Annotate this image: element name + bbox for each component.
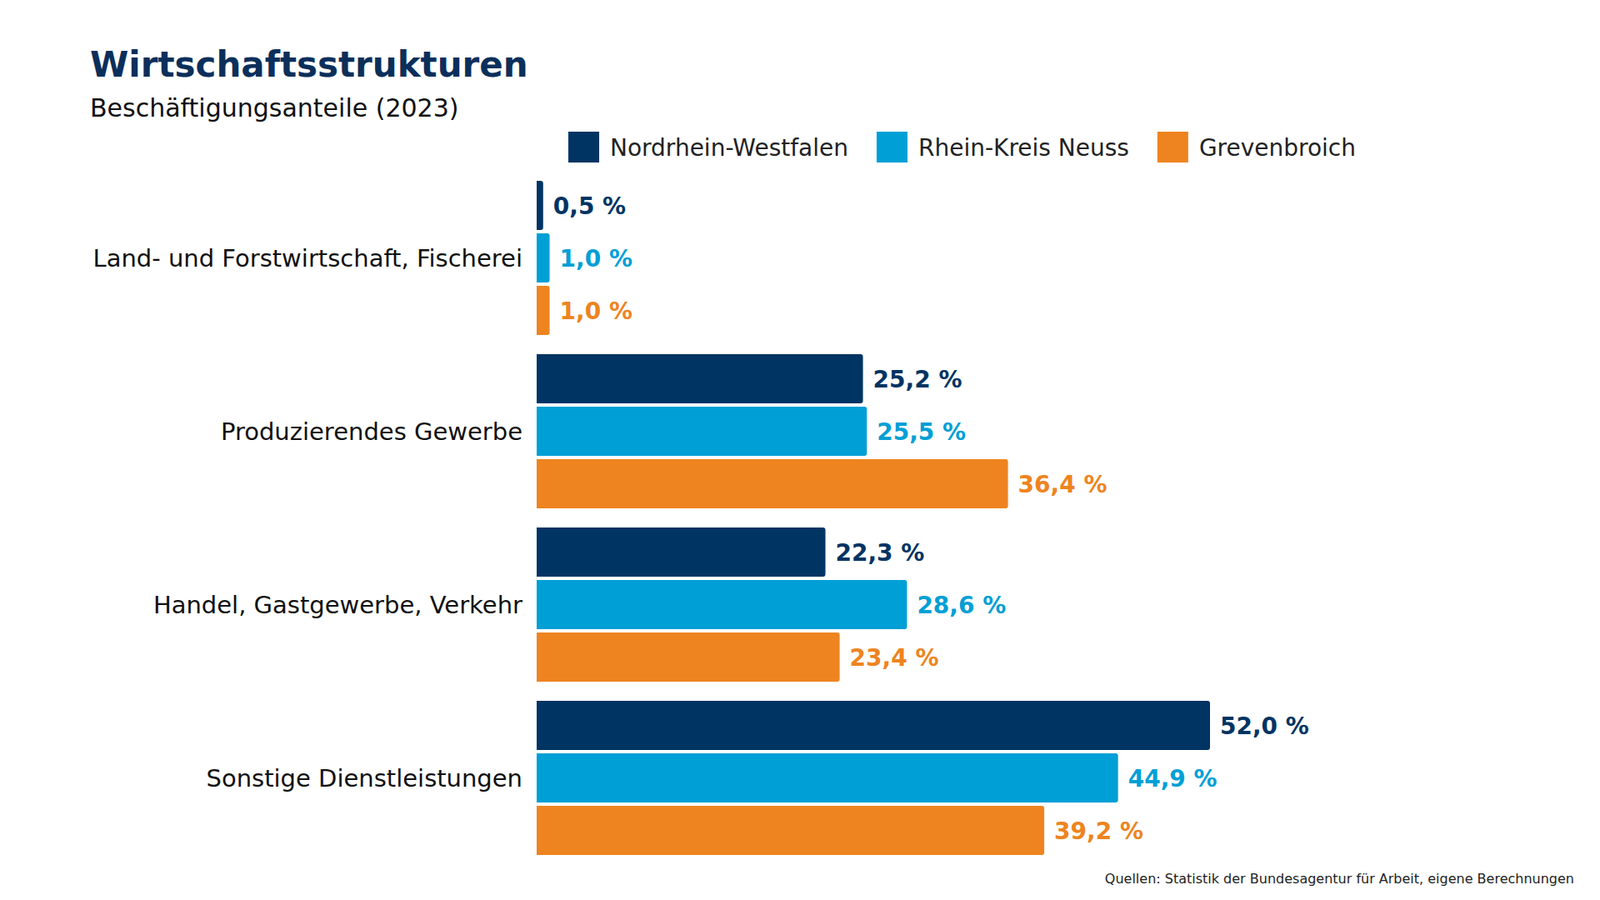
bar <box>536 180 544 230</box>
legend-swatch <box>568 131 600 163</box>
bar <box>536 527 826 577</box>
legend-swatch <box>1157 131 1189 163</box>
data-label: 39,2 % <box>1054 817 1144 845</box>
bar <box>536 233 550 283</box>
data-label: 23,4 % <box>850 644 940 672</box>
bar <box>536 632 840 682</box>
data-labels: 0,5 % 1,0 % 1,0 % 25,2 % 25,5 % 36,4 % 22,3 % 2… <box>553 192 1310 845</box>
legend-swatch <box>876 131 908 163</box>
bar <box>536 459 1009 509</box>
category-label: Produzierendes Gewerbe <box>220 417 523 446</box>
bar <box>536 580 907 630</box>
bar <box>536 700 1210 750</box>
bar <box>536 285 550 335</box>
data-label: 36,4 % <box>1018 470 1108 499</box>
bars <box>536 180 1210 855</box>
bar <box>536 406 867 456</box>
data-label: 25,5 % <box>876 418 966 446</box>
data-label: 52,0 % <box>1220 712 1310 740</box>
category-label: Handel, Gastgewerbe, Verkehr <box>153 590 523 620</box>
bar <box>536 805 1045 855</box>
legend-label: Grevenbroich <box>1199 134 1356 162</box>
title: Wirtschaftsstrukturen <box>90 44 529 85</box>
legend-label: Nordrhein-Westfalen <box>610 134 849 162</box>
data-label: 44,9 % <box>1128 765 1218 793</box>
data-label: 25,2 % <box>873 365 963 394</box>
bar <box>536 753 1119 803</box>
category-labels: Land- und Forstwirtschaft, Fischerei Prod… <box>93 244 524 793</box>
source: Quellen: Statistik der Bundesagentur für… <box>1105 870 1575 887</box>
data-label: 1,0 % <box>560 245 633 273</box>
legend-label: Rhein-Kreis Neuss <box>918 134 1130 162</box>
bar <box>536 354 864 404</box>
data-label: 0,5 % <box>553 192 626 220</box>
category-label: Sonstige Dienstleistungen <box>206 764 523 793</box>
chart: Wirtschaftsstrukturen Beschäftigungsantei… <box>0 0 1600 900</box>
subtitle: Beschäftigungsanteile (2023) <box>90 93 459 123</box>
legend: Nordrhein-Westfalen Rhein-Kreis Neuss Grev… <box>568 131 1356 163</box>
data-label: 28,6 % <box>916 591 1006 620</box>
data-label: 22,3 % <box>835 539 925 567</box>
data-label: 1,0 % <box>560 297 633 325</box>
category-label: Land- und Forstwirtschaft, Fischerei <box>93 244 523 273</box>
